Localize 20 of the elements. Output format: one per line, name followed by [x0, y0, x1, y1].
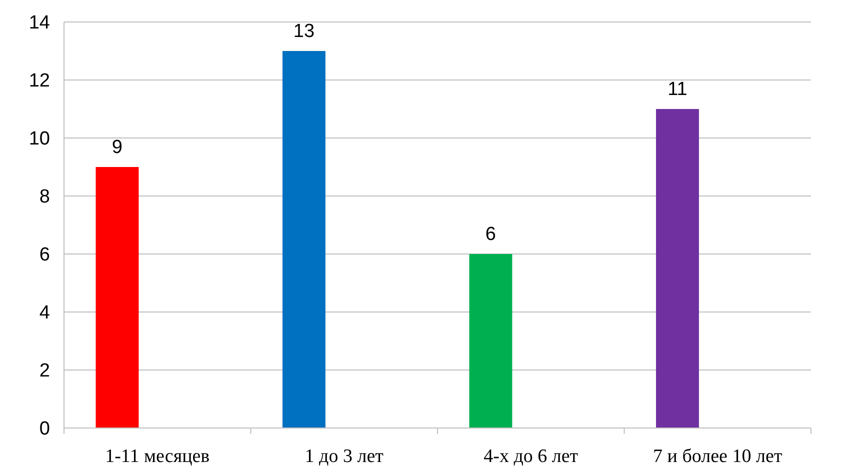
y-tick-label: 14: [28, 12, 50, 34]
bar: [656, 109, 699, 428]
data-label: 11: [668, 79, 688, 100]
bar: [469, 254, 512, 428]
y-tick-label: 2: [39, 360, 50, 382]
y-tick-label: 8: [39, 186, 50, 208]
bar: [282, 51, 326, 428]
data-label: 6: [485, 224, 496, 245]
bar: [96, 167, 139, 428]
x-tick-label: 7 и более 10 лет: [653, 446, 783, 467]
x-tick-label: 1-11 месяцев: [105, 446, 210, 467]
x-tick-label: 1 до 3 лет: [304, 446, 384, 467]
y-tick-label: 4: [39, 302, 50, 324]
data-label: 9: [112, 137, 123, 158]
y-tick-label: 6: [39, 244, 50, 266]
data-label: 13: [293, 21, 315, 42]
y-tick-label: 12: [28, 70, 50, 92]
y-tick-label: 0: [39, 418, 50, 440]
x-tick-label: 4-х до 6 лет: [484, 446, 579, 467]
y-tick-label: 10: [28, 128, 50, 150]
